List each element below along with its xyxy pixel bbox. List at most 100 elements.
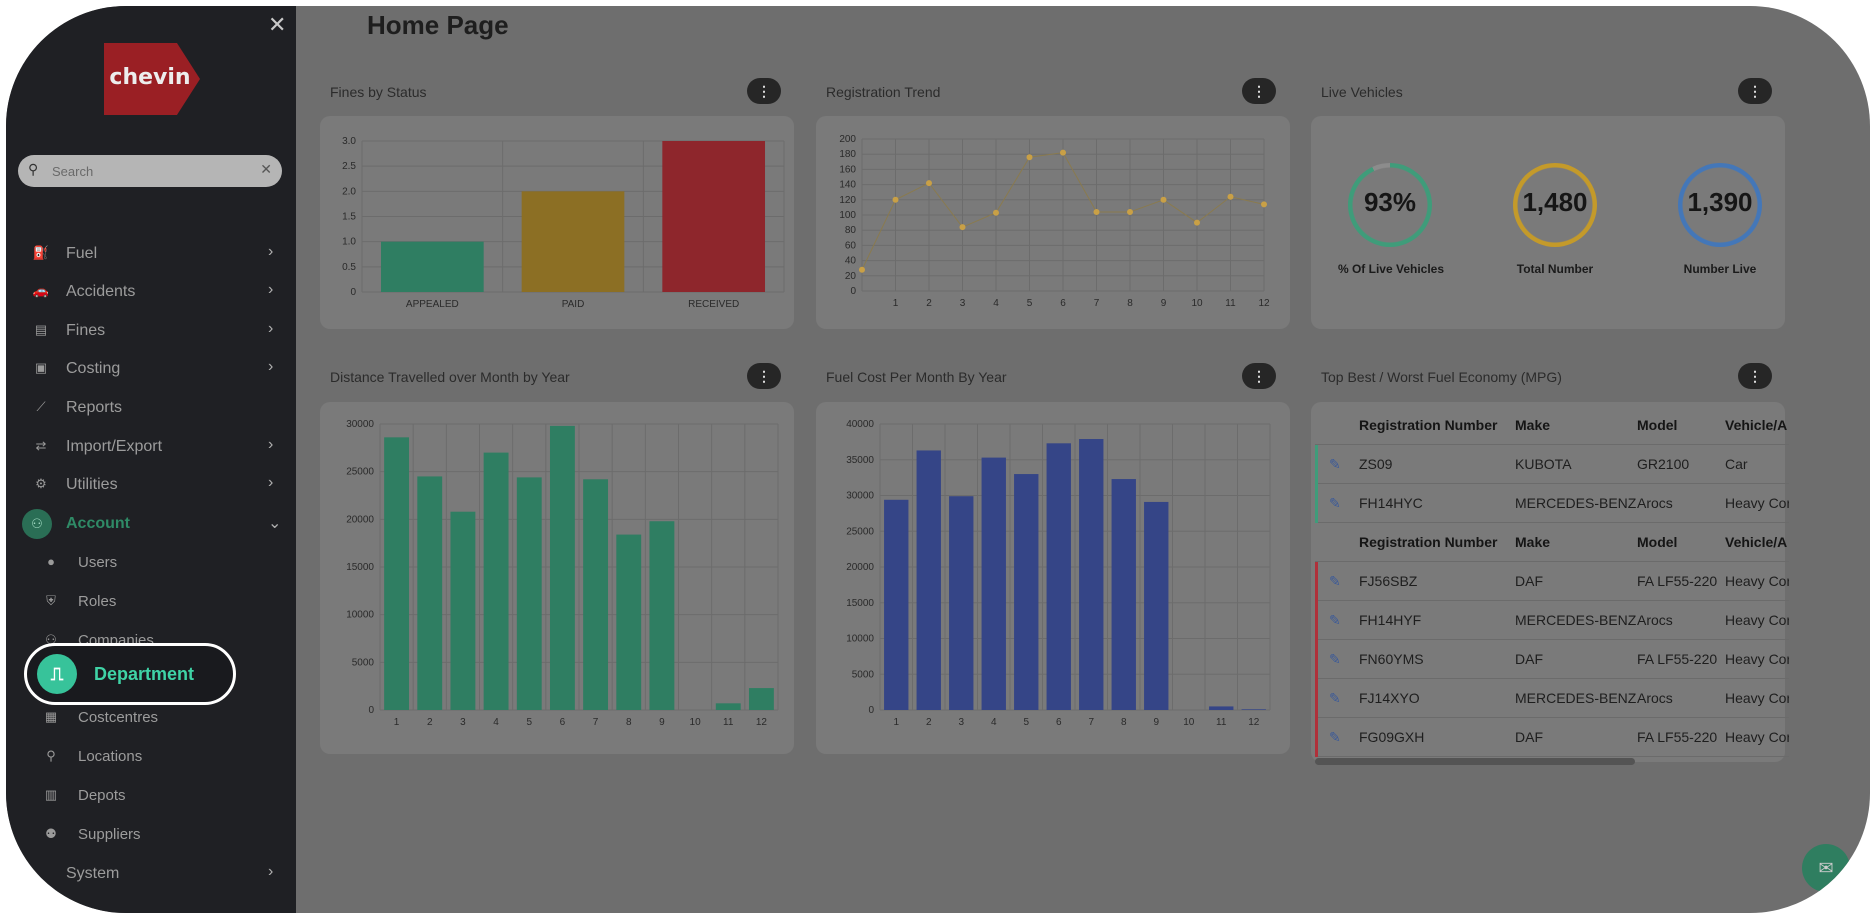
table-cell: ZS09 — [1359, 456, 1393, 472]
gauge-value: 1,390 — [1687, 187, 1753, 217]
column-header[interactable]: Make — [1515, 417, 1551, 433]
sidebar-item-system[interactable]: System › — [6, 856, 296, 892]
sitemap-icon: ⚇ — [45, 632, 57, 647]
sidebar-item-fuel[interactable]: ⛽ Fuel › — [6, 236, 296, 272]
x-tick-label: 6 — [1060, 298, 1066, 309]
sidebar-item-label: Costcentres — [78, 709, 159, 726]
close-icon[interactable]: ✕ — [268, 12, 287, 37]
sidebar-item-fines[interactable]: ▤ Fines › — [6, 313, 296, 349]
search-box: ⚲ ✕ — [18, 155, 282, 187]
more-options-icon[interactable]: ⋮ — [747, 78, 781, 104]
column-header[interactable]: Model — [1637, 534, 1678, 550]
x-tick-label: RECEIVED — [688, 299, 739, 310]
y-tick-label: 35000 — [846, 455, 874, 466]
sidebar-subitem-costcentres[interactable]: ▦ Costcentres — [6, 700, 296, 736]
bar — [1046, 443, 1071, 710]
x-tick-label: 8 — [1121, 717, 1127, 728]
sidebar-item-accidents[interactable]: 🚗 Accidents › — [6, 274, 296, 310]
bar — [916, 450, 941, 710]
sidebar-subitem-users[interactable]: ● Users — [6, 545, 296, 581]
data-point — [926, 180, 932, 187]
bar — [649, 521, 675, 710]
chevron-right-icon: › — [268, 436, 274, 453]
sidebar-subitem-depots[interactable]: ▥ Depots — [6, 778, 296, 814]
table-row: ✎ FG09GXH DAF FA LF55-220 Heavy Cor — [1315, 718, 1789, 757]
users-icon: ⚉ — [45, 826, 57, 841]
x-tick-label: 1 — [893, 298, 899, 309]
y-tick-label: 15000 — [846, 598, 874, 609]
edit-icon[interactable]: ✎ — [1329, 573, 1341, 589]
data-point — [1060, 149, 1066, 156]
more-options-icon[interactable]: ⋮ — [747, 363, 781, 389]
sidebar-subitem-suppliers[interactable]: ⚉ Suppliers — [6, 817, 296, 853]
x-tick-label: 7 — [593, 717, 599, 728]
bar — [417, 476, 443, 710]
data-point — [1227, 193, 1234, 200]
sidebar-item-label: Fines — [66, 322, 106, 339]
logo[interactable]: chevin — [104, 43, 200, 115]
edit-icon[interactable]: ✎ — [1329, 612, 1341, 628]
bar — [549, 425, 575, 710]
x-tick-label: 8 — [1127, 298, 1133, 309]
column-header[interactable]: Vehicle/A — [1725, 534, 1788, 550]
card-title: Top Best / Worst Fuel Economy (MPG) — [1321, 369, 1562, 385]
sidebar-item-label: Locations — [78, 748, 143, 765]
bar — [521, 191, 625, 292]
edit-icon[interactable]: ✎ — [1329, 495, 1341, 511]
column-header[interactable]: Make — [1515, 534, 1551, 550]
y-tick-label: 2.5 — [342, 161, 356, 172]
more-options-icon[interactable]: ⋮ — [1738, 363, 1772, 389]
sidebar-item-label: Depots — [78, 787, 126, 804]
x-tick-label: PAID — [562, 299, 585, 310]
table-horizontal-scrollbar[interactable] — [1315, 758, 1635, 765]
gauge-label: Total Number — [1516, 262, 1594, 276]
total-number-gauge: 1,480 — [1513, 163, 1597, 247]
y-tick-label: 1.0 — [342, 237, 356, 248]
column-header[interactable]: Vehicle/A — [1725, 417, 1788, 433]
sidebar-item-costing[interactable]: ▣ Costing › — [6, 351, 296, 387]
edit-icon[interactable]: ✎ — [1329, 651, 1341, 667]
sidebar-item-utilities[interactable]: ⚙ Utilities › — [6, 467, 296, 503]
sidebar-subitem-department[interactable]: ⎍ Department — [24, 643, 236, 705]
sidebar-subitem-roles[interactable]: ⛨ Roles — [6, 584, 296, 620]
worst-indicator — [1315, 640, 1318, 679]
card-title: Fines by Status — [330, 84, 427, 100]
table-cell: Heavy Cor — [1725, 729, 1789, 745]
column-header[interactable]: Registration Number — [1359, 534, 1498, 550]
x-tick-label: 2 — [926, 298, 932, 309]
worst-indicator — [1315, 679, 1318, 718]
y-tick-label: 5000 — [352, 657, 375, 668]
more-options-icon[interactable]: ⋮ — [1738, 78, 1772, 104]
x-tick-label: 9 — [659, 717, 665, 728]
x-tick-label: 4 — [993, 298, 999, 309]
y-tick-label: 160 — [839, 164, 856, 175]
edit-icon[interactable]: ✎ — [1329, 456, 1341, 472]
edit-icon[interactable]: ✎ — [1329, 729, 1341, 745]
line-chart-icon: ⟋ — [36, 399, 46, 414]
table-cell: FG09GXH — [1359, 729, 1425, 745]
logo-text: chevin — [109, 65, 191, 90]
column-header[interactable]: Model — [1637, 417, 1678, 433]
sidebar-item-reports[interactable]: ⟋ Reports — [6, 390, 296, 426]
search-icon: ⚲ — [28, 161, 39, 177]
more-options-icon[interactable]: ⋮ — [1242, 363, 1276, 389]
more-options-icon[interactable]: ⋮ — [1242, 78, 1276, 104]
sidebar-item-account[interactable]: ⚇ Account ⌄ — [6, 506, 296, 542]
edit-icon[interactable]: ✎ — [1329, 690, 1341, 706]
worst-indicator — [1315, 601, 1318, 640]
gauge-value: 1,480 — [1522, 187, 1588, 217]
x-tick-label: 9 — [1161, 298, 1167, 309]
search-input[interactable] — [52, 161, 242, 181]
x-tick-label: 5 — [1027, 298, 1033, 309]
bar — [616, 534, 642, 710]
bar — [1014, 474, 1039, 710]
sidebar-item-import-export[interactable]: ⇄ Import/Export › — [6, 429, 296, 465]
table-cell: Heavy Cor — [1725, 651, 1789, 667]
door-icon: ⎍ — [37, 654, 77, 694]
clear-search-icon[interactable]: ✕ — [260, 161, 272, 177]
column-header[interactable]: Registration Number — [1359, 417, 1498, 433]
sidebar-subitem-locations[interactable]: ⚲ Locations — [6, 739, 296, 775]
chat-icon[interactable]: ✉ — [1802, 844, 1850, 892]
y-tick-label: 40000 — [846, 419, 874, 430]
